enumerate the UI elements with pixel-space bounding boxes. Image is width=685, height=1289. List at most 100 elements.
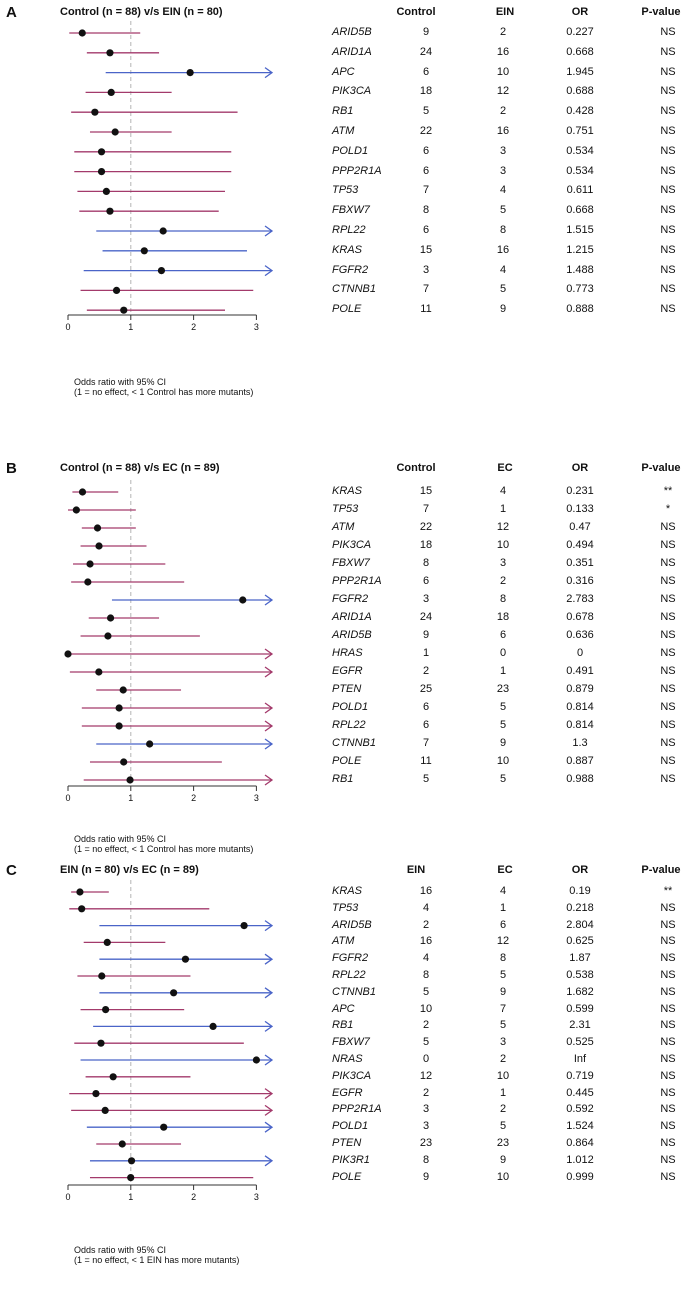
group1-count: 2	[422, 665, 430, 677]
p-value: NS	[660, 611, 676, 623]
odds-ratio-point	[76, 888, 84, 896]
ci-arrow	[264, 648, 274, 660]
group2-count: 10	[496, 1170, 510, 1183]
group1-count: 9	[422, 26, 430, 38]
odds-ratio-point	[101, 1106, 109, 1114]
group2-count: 10	[496, 755, 510, 767]
odds-ratio-value: 0.534	[566, 164, 594, 177]
group1-count: 1	[422, 647, 430, 659]
ci-arrow	[264, 67, 274, 79]
group2-count: 7	[499, 1002, 507, 1015]
column-header: EC	[497, 864, 513, 876]
p-value: NS	[660, 1053, 676, 1065]
group1-count: 10	[419, 1002, 433, 1015]
p-value: NS	[660, 647, 676, 659]
p-value: *	[665, 503, 671, 515]
odds-ratio-value: 0.611	[566, 184, 594, 197]
odds-ratio-value: 0.864	[566, 1137, 594, 1149]
column-header: EIN	[495, 6, 515, 18]
odds-ratio-point	[78, 29, 86, 37]
gene-label: TP53	[332, 184, 359, 197]
column-header: EIN	[406, 864, 426, 876]
p-value: NS	[660, 719, 676, 731]
gene-label: CTNNB1	[332, 283, 377, 296]
ci-arrow	[264, 666, 274, 678]
group1-count: 5	[422, 1036, 430, 1049]
gene-label: PTEN	[332, 1137, 362, 1149]
panel-letter: C	[6, 862, 17, 879]
gene-label: FBXW7	[332, 204, 370, 217]
gene-label: POLD1	[332, 701, 369, 713]
group1-count: 6	[422, 719, 430, 731]
gene-label: PPP2R1A	[332, 164, 382, 177]
group1-count: 25	[419, 683, 433, 695]
x-tick-label: 3	[254, 793, 259, 803]
group1-count: 8	[422, 204, 430, 217]
gene-label: APC	[332, 65, 355, 78]
group2-count: 5	[499, 1019, 507, 1032]
gene-label: RB1	[332, 773, 354, 785]
group2-count: 4	[499, 485, 507, 497]
p-value: NS	[660, 144, 676, 157]
panel-letter: A	[6, 4, 17, 21]
gene-label: RPL22	[332, 719, 366, 731]
group2-count: 2	[499, 105, 507, 118]
group1-count: 4	[422, 952, 430, 965]
group1-count: 8	[422, 557, 430, 569]
gene-label: EGFR	[332, 665, 363, 677]
group1-count: 11	[420, 755, 432, 767]
gene-label: CTNNB1	[332, 985, 377, 998]
group2-count: 5	[499, 1120, 507, 1133]
group2-count: 4	[499, 184, 507, 197]
odds-ratio-value: 0.227	[566, 26, 594, 38]
group2-count: 16	[496, 45, 510, 58]
group1-count: 18	[419, 85, 433, 98]
gene-label: POLD1	[332, 1120, 369, 1133]
ci-arrow	[264, 1104, 274, 1116]
p-value: NS	[660, 969, 676, 981]
group2-count: 3	[499, 144, 507, 157]
odds-ratio-value: 1.87	[569, 952, 591, 965]
odds-ratio-value: 0.879	[566, 683, 594, 695]
odds-ratio-point	[84, 578, 92, 586]
x-tick-label: 3	[254, 322, 259, 332]
gene-label: PIK3CA	[332, 85, 372, 98]
group1-count: 15	[419, 243, 433, 256]
group1-count: 3	[422, 263, 430, 276]
p-value: NS	[660, 1002, 676, 1015]
odds-ratio-point	[118, 1140, 126, 1148]
odds-ratio-value: 0.231	[566, 485, 594, 497]
odds-ratio-value: 0.538	[566, 969, 594, 981]
group2-count: 1	[499, 1086, 507, 1099]
group2-count: 10	[496, 539, 510, 551]
gene-label: ARID5B	[332, 629, 372, 641]
odds-ratio-value: 0.668	[566, 204, 594, 217]
odds-ratio-point	[97, 168, 106, 176]
gene-label: RB1	[332, 105, 354, 118]
group2-count: 1	[499, 503, 507, 515]
odds-ratio-point	[91, 108, 99, 116]
odds-ratio-value: 0.668	[566, 45, 594, 58]
p-value: NS	[660, 683, 676, 695]
odds-ratio-value: 0.133	[566, 503, 594, 515]
gene-label: PIK3CA	[332, 1069, 372, 1082]
p-value: NS	[660, 539, 676, 551]
panel-title: Control (n = 88) v/s EC (n = 89)	[60, 462, 220, 474]
ci-arrow	[264, 702, 274, 714]
group2-count: 18	[496, 611, 510, 623]
gene-label: TP53	[332, 503, 359, 515]
group2-count: 4	[499, 885, 507, 897]
odds-ratio-point	[186, 69, 194, 77]
odds-ratio-value: 0.719	[566, 1069, 594, 1082]
odds-ratio-point	[64, 650, 72, 658]
group1-count: 7	[422, 503, 430, 515]
gene-label: PIK3R1	[332, 1153, 370, 1166]
group2-count: 8	[499, 952, 507, 965]
gene-label: KRAS	[332, 885, 362, 897]
odds-ratio-value: 0.525	[566, 1036, 594, 1049]
p-value: NS	[660, 263, 676, 276]
odds-ratio-point	[120, 306, 128, 314]
p-value: NS	[660, 1120, 676, 1133]
odds-ratio-value: 0.218	[566, 901, 594, 914]
